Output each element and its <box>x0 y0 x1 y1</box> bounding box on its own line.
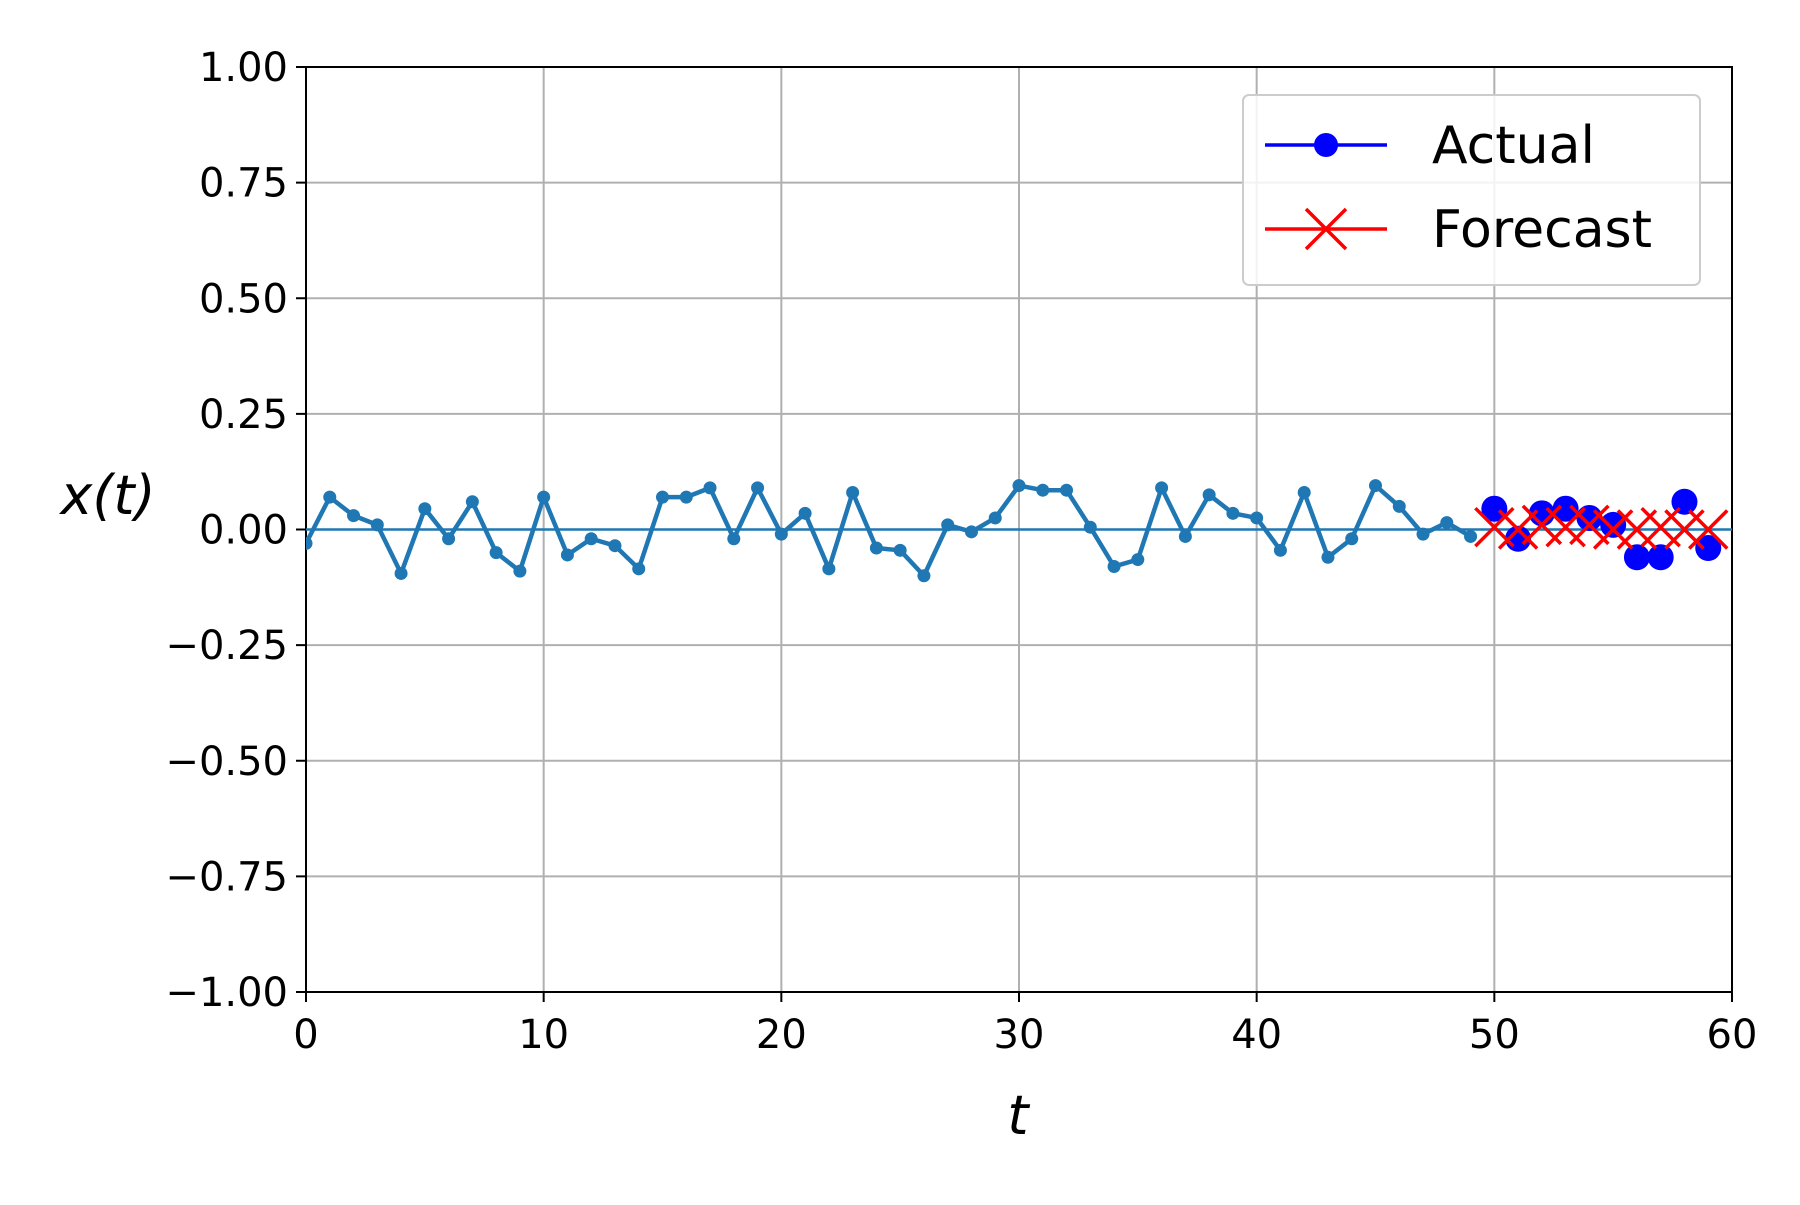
history-point <box>869 541 883 555</box>
history-point <box>1012 479 1026 493</box>
history-point <box>1202 488 1216 502</box>
y-axis-label: x(t) <box>58 464 155 527</box>
actual-point <box>1623 544 1650 571</box>
history-point <box>1060 483 1074 497</box>
legend-forecast-label: Forecast <box>1432 200 1652 260</box>
history-point <box>1345 532 1359 546</box>
history-point <box>560 548 574 562</box>
y-tick-label: −1.00 <box>165 970 288 1016</box>
history-point <box>893 543 907 557</box>
x-tick-label: 30 <box>994 1012 1045 1058</box>
x-tick-label: 0 <box>293 1012 318 1058</box>
legend-box <box>1242 94 1701 286</box>
history-point <box>1273 543 1287 557</box>
history-point <box>1083 520 1097 534</box>
history-point <box>608 539 622 553</box>
x-tick-label: 10 <box>518 1012 569 1058</box>
actual-point <box>1647 544 1674 571</box>
x-tick-label: 60 <box>1707 1012 1758 1058</box>
history-point <box>1226 506 1240 520</box>
history-point <box>656 490 669 504</box>
history-point <box>306 536 313 550</box>
x-tick-label: 50 <box>1469 1012 1520 1058</box>
y-tick-label: −0.25 <box>165 623 288 669</box>
x-tick-label: 20 <box>756 1012 807 1058</box>
history-point <box>751 481 765 495</box>
x-tick-label: 40 <box>1231 1012 1282 1058</box>
history-point <box>1107 560 1121 573</box>
history-point <box>703 481 717 495</box>
history-point <box>489 546 503 560</box>
history-point <box>537 490 551 504</box>
legend: Actual Forecast <box>1242 94 1701 286</box>
x-axis-label: t <box>1007 1084 1030 1147</box>
history-point <box>418 502 432 516</box>
forecast-point <box>1569 504 1610 546</box>
history-point <box>1155 481 1169 495</box>
y-tick-label: 0.25 <box>199 392 288 438</box>
history-point <box>822 562 836 576</box>
history-point <box>774 527 788 541</box>
history-point <box>1321 550 1335 564</box>
history-point <box>798 506 812 520</box>
history-point <box>632 562 646 576</box>
history-point <box>1464 529 1478 543</box>
history-point <box>1131 553 1145 567</box>
forecast-point <box>1497 509 1539 550</box>
history-point <box>988 511 1002 525</box>
history-point <box>1416 527 1430 541</box>
history-point <box>584 532 598 546</box>
history-point <box>1440 516 1454 530</box>
history-point <box>679 490 693 504</box>
history-point <box>1250 511 1264 525</box>
y-tick-label: 0.50 <box>199 276 288 322</box>
y-tick-label: 0.75 <box>199 161 288 207</box>
history-point <box>513 564 527 578</box>
history-point <box>323 490 337 504</box>
history-point <box>1036 483 1050 497</box>
y-tick-label: 1.00 <box>199 45 288 91</box>
history-point <box>394 566 408 580</box>
history-point <box>442 532 456 546</box>
history-point <box>727 532 741 546</box>
y-tick-label: 0.00 <box>199 508 288 554</box>
history-point <box>1392 499 1406 513</box>
actual-point <box>1481 495 1508 522</box>
plot-area <box>306 479 1732 583</box>
history-point <box>1178 529 1192 543</box>
actual-point <box>1552 495 1579 522</box>
legend-actual-marker <box>1314 133 1338 157</box>
forecast-point <box>1687 509 1729 550</box>
history-point <box>1297 486 1311 499</box>
history-point <box>347 509 361 523</box>
history-point <box>1369 479 1382 493</box>
y-tick-label: −0.50 <box>165 739 288 785</box>
history-point <box>917 569 931 583</box>
actual-point <box>1695 535 1722 561</box>
history-point <box>465 495 479 509</box>
history-point <box>964 525 978 539</box>
history-point <box>370 518 384 532</box>
actual-point <box>1600 511 1627 538</box>
history-point <box>941 518 955 532</box>
y-tick-label: −0.75 <box>165 854 288 900</box>
history-point <box>846 486 860 499</box>
series-group <box>306 479 1729 583</box>
legend-actual-label: Actual <box>1432 116 1595 176</box>
legend-forecast-marker <box>1304 207 1348 251</box>
